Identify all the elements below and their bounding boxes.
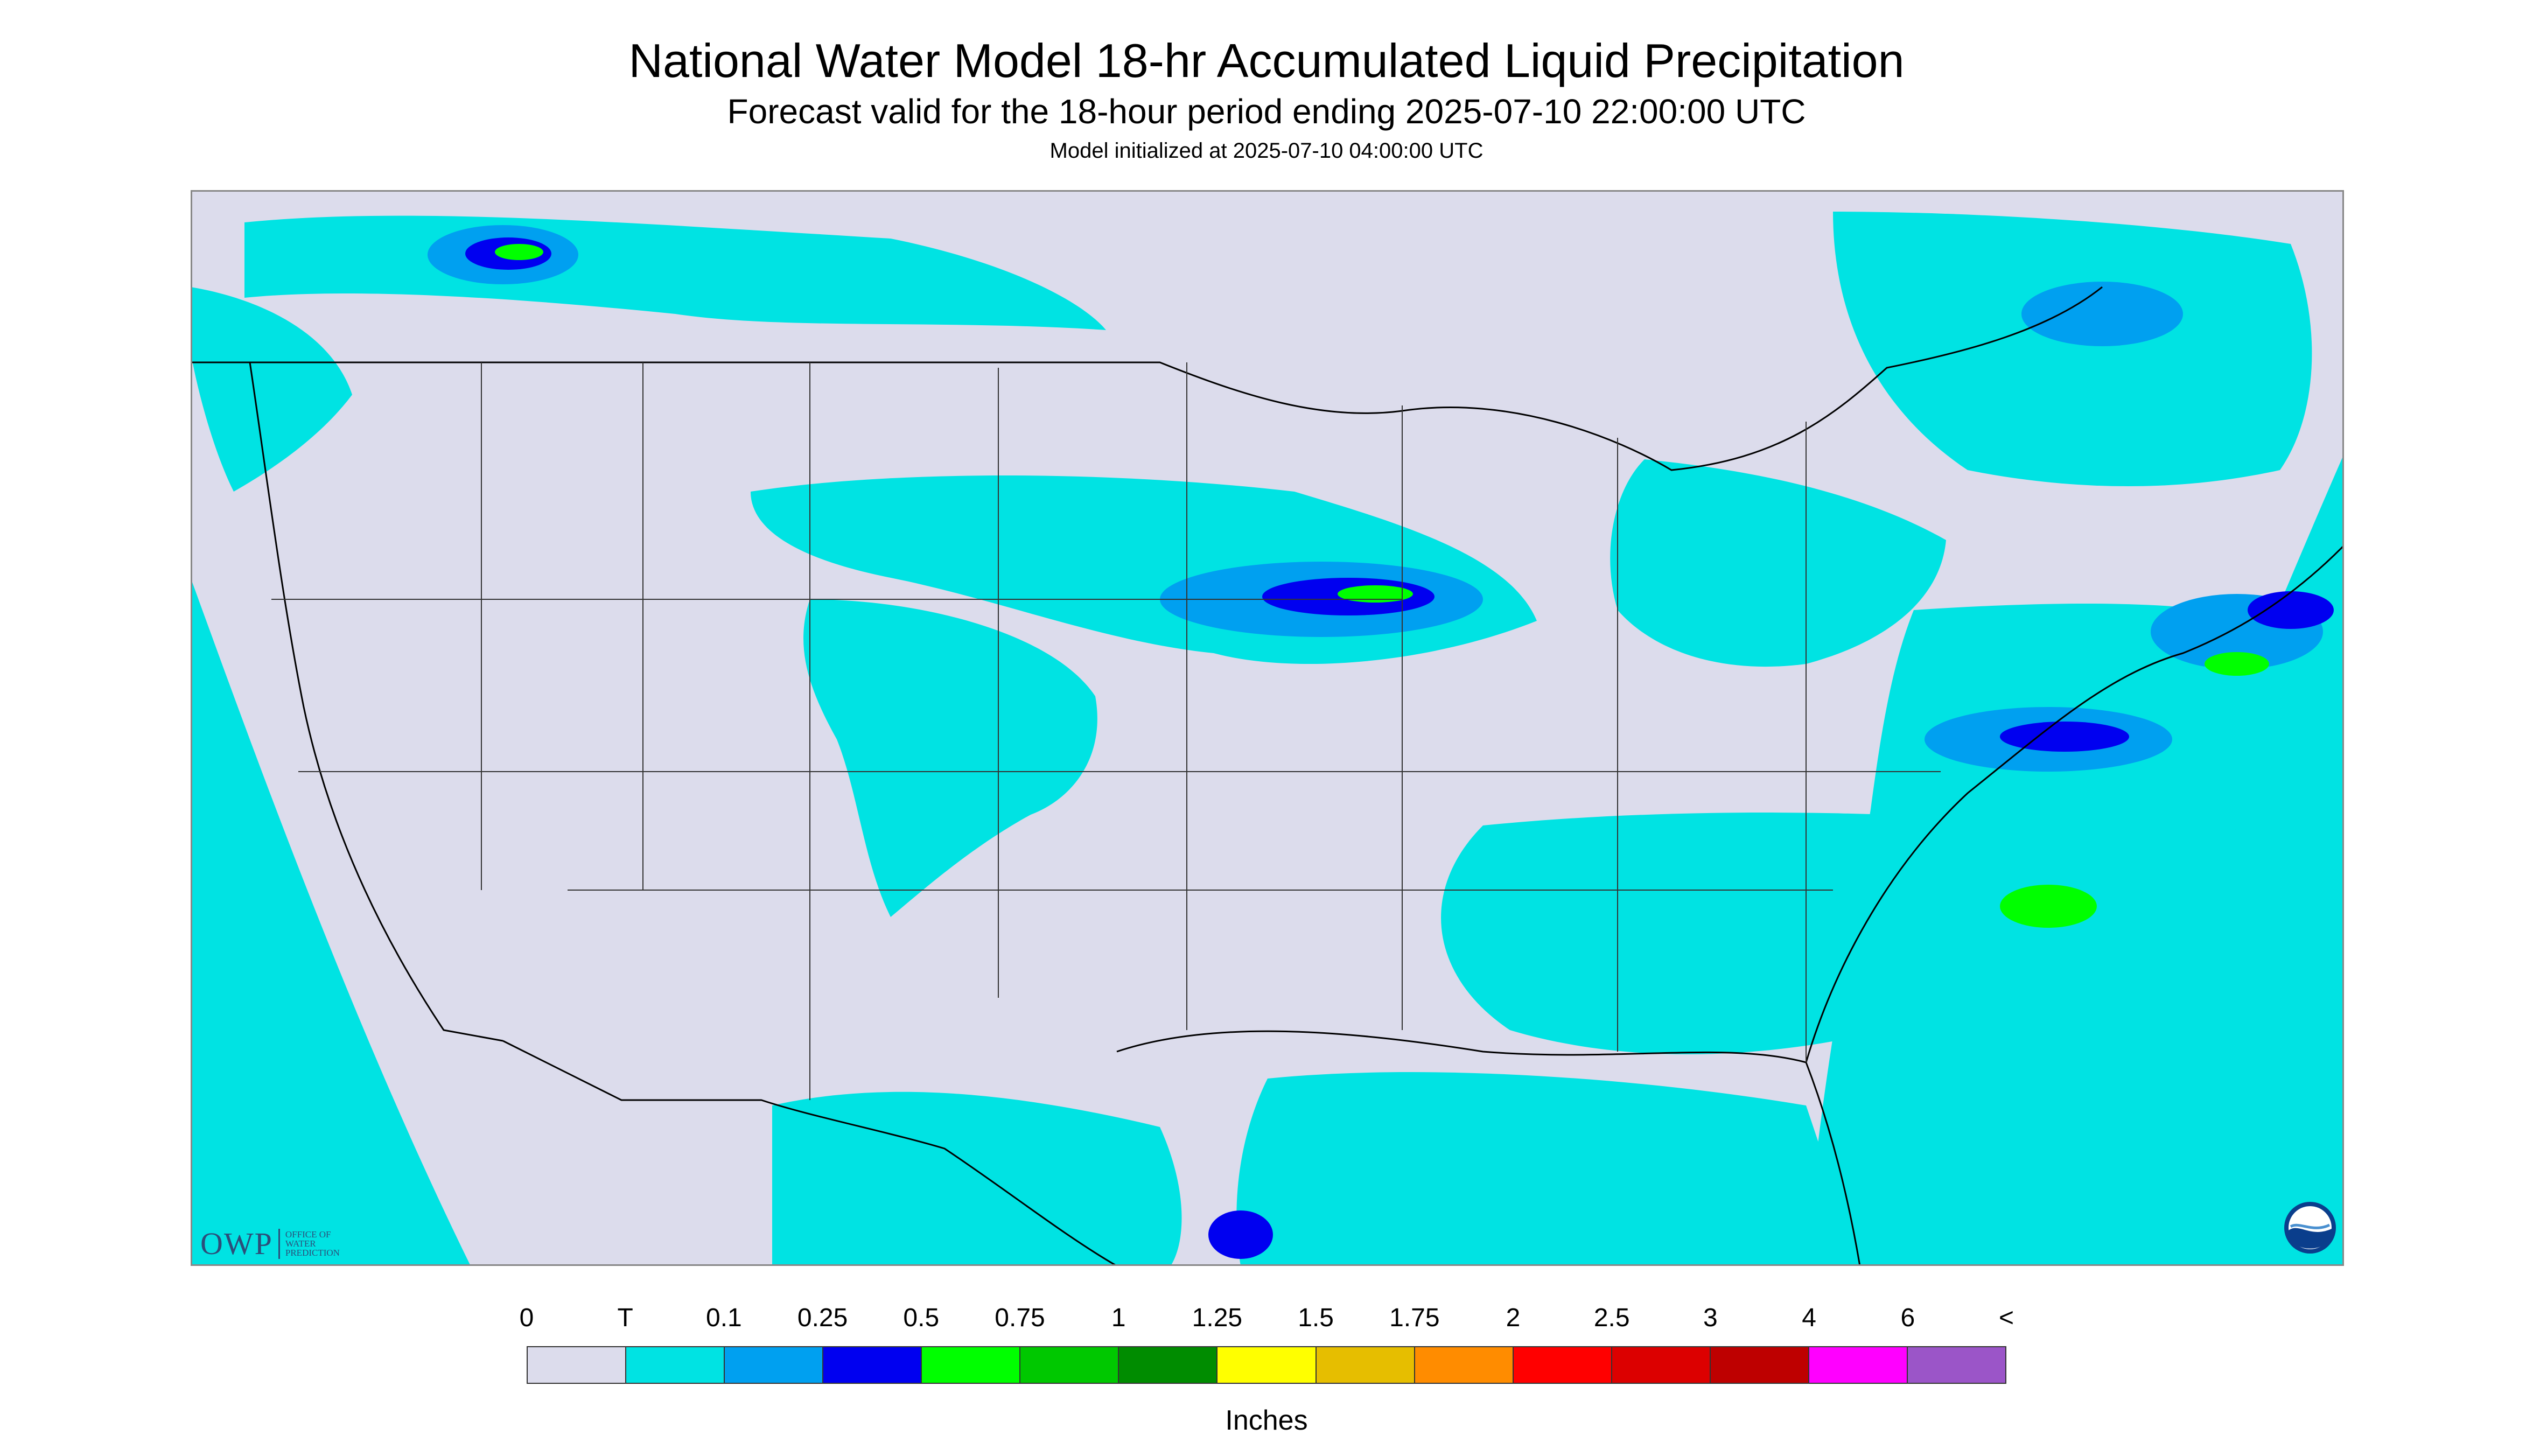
legend-tick-label: 0.5 [903,1304,940,1332]
legend-swatch [922,1346,1021,1384]
legend-tick-label: 4 [1802,1304,1816,1332]
atlantic-coastline [1805,544,2344,1063]
legend-swatch [1020,1346,1119,1384]
us-mexico-border [502,1040,1117,1266]
precip-area-atlantic [1806,604,2291,1266]
state-lines [271,362,1941,1100]
precip-area-colorado-nm [803,599,1097,917]
legend-tick-label: < [1998,1304,2014,1332]
legend-swatch [823,1346,922,1384]
legend-tick-label: 1.25 [1192,1304,1243,1332]
legend-tick-label: 1.75 [1389,1304,1440,1332]
us-canada-border [191,286,2103,471]
legend-swatch [1415,1346,1514,1384]
legend-tick-label: T [617,1304,633,1332]
precip-cell-quebec [2021,282,2183,346]
owp-logo-text: OFFICE OF WATER PREDICTION [285,1229,340,1258]
legend-swatch [1809,1346,1908,1384]
legend-tick-label: 1 [1111,1304,1126,1332]
precip-heavy-new-england [2205,652,2269,676]
legend-tick-labels: 0 T 0.1 0.25 0.5 0.75 1 1.25 1.5 1.75 2 2.5 3 4 6 < [0,1303,2533,1335]
legend-tick-label: 2 [1506,1304,1521,1332]
precip-area-northeast [1833,212,2312,486]
precip-area-gulf [1236,1072,1860,1266]
map-subtitle: Forecast valid for the 18-hour period en… [727,92,1806,131]
legend-swatch [1612,1346,1711,1384]
precip-area-mexico [772,1091,1182,1266]
precip-core-mid-atlantic [2000,722,2129,752]
noaa-icon [2284,1202,2336,1254]
precip-core-mexico [1208,1210,1273,1259]
precip-heavy-areas [495,244,2269,928]
legend-swatch [1217,1346,1317,1384]
legend-color-bar [527,1346,2006,1384]
legend-tick-label: 0 [519,1304,534,1332]
boundaries [191,286,2344,1266]
pacific-coastline [249,362,503,1042]
legend-swatch [1907,1346,2006,1384]
legend-swatch [1316,1346,1415,1384]
legend-tick-label: 0.75 [995,1304,1045,1332]
outside-domain-left [191,578,471,1266]
legend-swatch [1513,1346,1612,1384]
legend-swatch [1119,1346,1218,1384]
precip-heavy-south-dakota [1338,585,1413,603]
owp-logo: OWP OFFICE OF WATER PREDICTION [200,1226,345,1262]
map-title: National Water Model 18-hr Accumulated L… [628,34,1905,87]
legend-swatch [1710,1346,1809,1384]
owp-logo-divider [278,1228,280,1259]
legend-swatch [725,1346,824,1384]
legend-swatch [527,1346,627,1384]
precip-area-great-lakes [1610,459,1946,667]
legend-tick-label: 0.25 [797,1304,848,1332]
legend-units: Inches [1225,1405,1308,1436]
legend-tick-label: 2.5 [1593,1304,1630,1332]
precip-heavy-atlantic [2000,885,2097,928]
gulf-coastline [1116,1030,1861,1266]
legend-swatch [626,1346,725,1384]
legend-tick-label: 6 [1900,1304,1915,1332]
legend-tick-label: 3 [1703,1304,1718,1332]
owp-logo-mark: OWP [200,1226,273,1261]
legend-tick-label: 1.5 [1298,1304,1334,1332]
model-init-line: Model initialized at 2025-07-10 04:00:00… [1049,139,1484,163]
precip-heavy-north-dakota [495,244,543,260]
legend-tick-label: 0.1 [706,1304,742,1332]
precipitation-map [191,190,2344,1266]
precip-area-pacific-nw [191,287,352,492]
precip-core-northeast [2248,591,2334,629]
